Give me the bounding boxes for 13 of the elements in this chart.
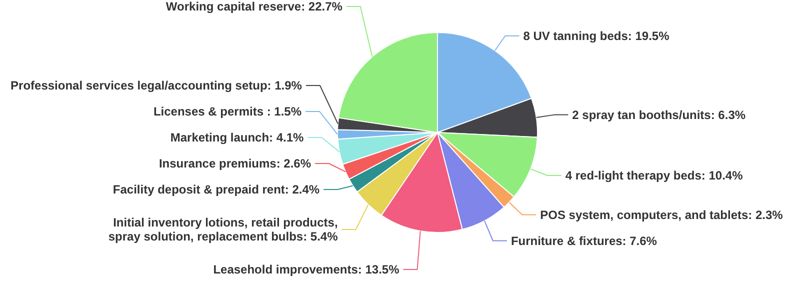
slice-label: Working capital reserve: 22.7% [166, 0, 343, 14]
slice-label: Furniture & fixtures: 7.6% [510, 234, 658, 248]
slice-label: POS system, computers, and tablets: 2.3% [540, 208, 784, 222]
slice-label: 8 UV tanning beds: 19.5% [523, 28, 670, 43]
slice-label: Insurance premiums: 2.6% [158, 156, 312, 170]
slice-label: Initial inventory lotions, retail products, spray solution, replacement bulbs: 5.4% [108, 216, 338, 244]
slice-label: Licenses & permits : 1.5% [153, 104, 302, 118]
slice-label: 2 spray tan booths/units: 6.3% [572, 108, 746, 122]
slice-label: Leasehold improvements: 13.5% [213, 262, 400, 276]
slice-label: Marketing launch: 4.1% [170, 130, 304, 144]
slice-label: Professional services legal/accounting setup: 1.9% [10, 78, 302, 92]
slice-label: 4 red-light therapy beds: 10.4% [565, 168, 744, 183]
slice-label: Facility deposit & prepaid rent: 2.4% [112, 182, 320, 196]
